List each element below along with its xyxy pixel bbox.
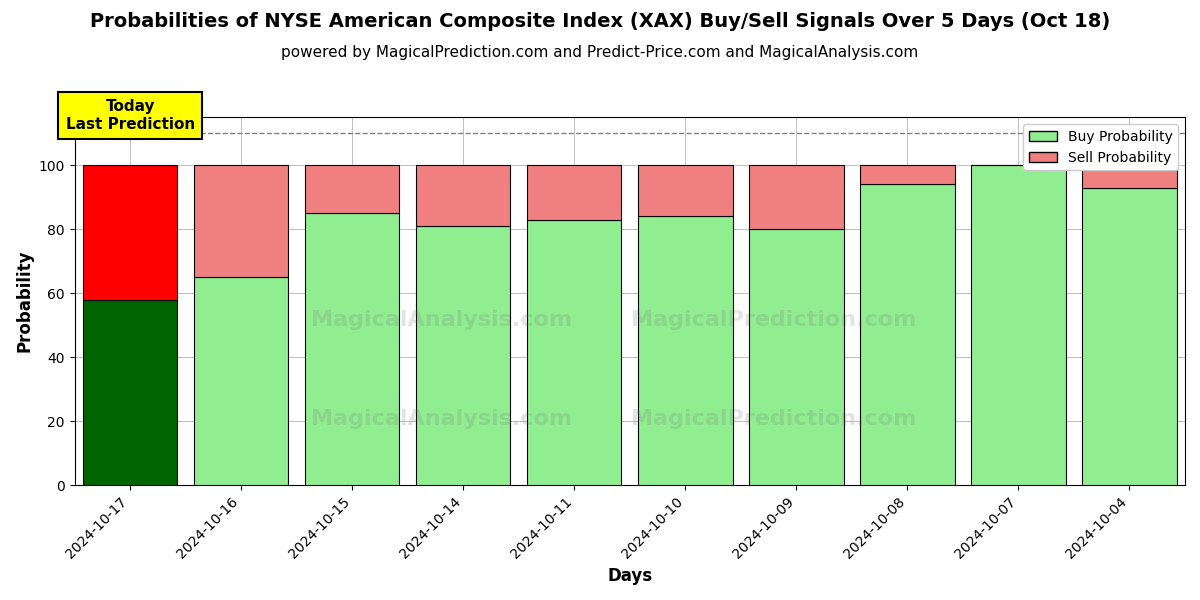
- Bar: [1082, 166, 1177, 188]
- Bar: [527, 166, 622, 220]
- Bar: [305, 166, 400, 213]
- Legend: Buy Probability, Sell Probability: Buy Probability, Sell Probability: [1024, 124, 1178, 170]
- Text: Probabilities of NYSE American Composite Index (XAX) Buy/Sell Signals Over 5 Day: Probabilities of NYSE American Composite…: [90, 12, 1110, 31]
- Bar: [638, 217, 732, 485]
- X-axis label: Days: Days: [607, 567, 653, 585]
- Text: MagicalAnalysis.com: MagicalAnalysis.com: [311, 310, 571, 329]
- Y-axis label: Probability: Probability: [16, 250, 34, 352]
- Bar: [83, 166, 178, 299]
- Text: Today
Last Prediction: Today Last Prediction: [66, 100, 194, 132]
- Bar: [527, 220, 622, 485]
- Bar: [194, 166, 288, 277]
- Bar: [416, 166, 510, 226]
- Text: MagicalPrediction.com: MagicalPrediction.com: [631, 409, 917, 429]
- Bar: [638, 166, 732, 217]
- Text: powered by MagicalPrediction.com and Predict-Price.com and MagicalAnalysis.com: powered by MagicalPrediction.com and Pre…: [281, 45, 919, 60]
- Bar: [971, 166, 1066, 485]
- Bar: [860, 166, 955, 184]
- Bar: [83, 299, 178, 485]
- Text: MagicalAnalysis.com: MagicalAnalysis.com: [311, 409, 571, 429]
- Bar: [860, 184, 955, 485]
- Bar: [305, 213, 400, 485]
- Bar: [749, 229, 844, 485]
- Bar: [1082, 188, 1177, 485]
- Bar: [194, 277, 288, 485]
- Bar: [416, 226, 510, 485]
- Bar: [749, 166, 844, 229]
- Text: MagicalPrediction.com: MagicalPrediction.com: [631, 310, 917, 329]
